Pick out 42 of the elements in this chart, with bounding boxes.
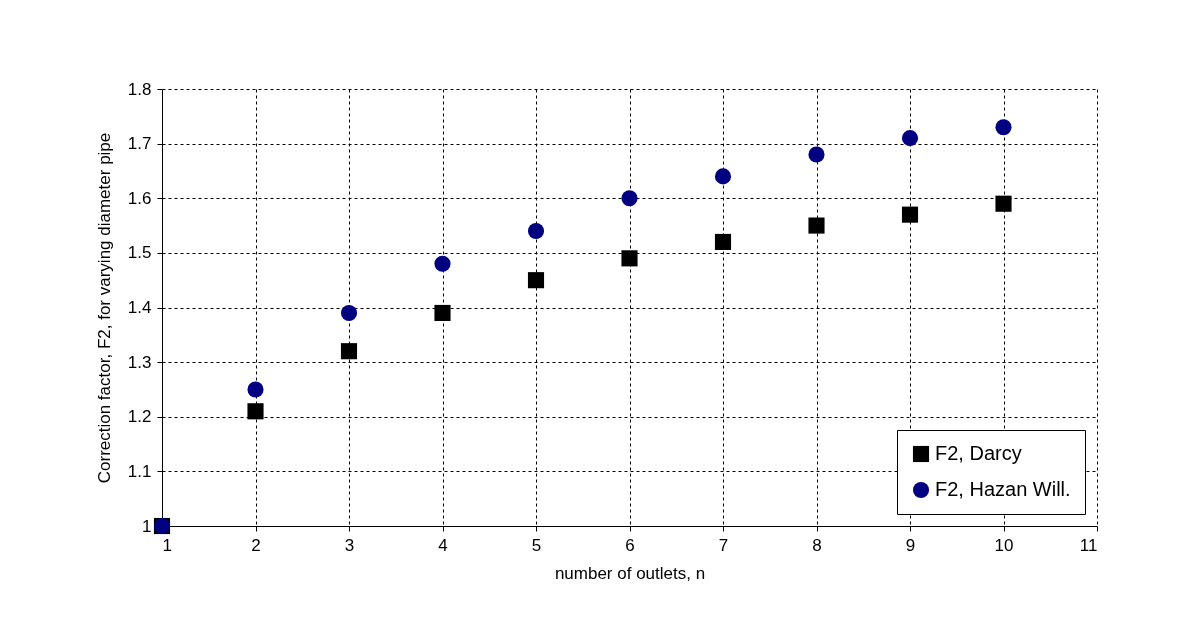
y-tick-label: 1.1 <box>127 461 152 481</box>
x-axis-title: number of outlets, n <box>554 563 706 583</box>
y-tick-label: 1.5 <box>127 243 152 263</box>
point <box>714 233 732 251</box>
x-tick-label: 6 <box>625 535 635 555</box>
point <box>527 222 545 240</box>
y-tick-label: 1.7 <box>127 134 152 154</box>
point <box>247 381 264 398</box>
y-axis-title: Correction factor, F2, for varying diameter pipe <box>94 132 114 484</box>
x-tick-label: 10 <box>994 535 1014 555</box>
point <box>340 304 358 322</box>
x-tick-label: 7 <box>718 535 729 555</box>
x-tick-label: 11 <box>1079 535 1098 555</box>
point <box>340 343 358 360</box>
y-tick-label: 1.2 <box>127 407 152 427</box>
point <box>714 168 732 185</box>
point <box>247 403 264 420</box>
legend-label: F2, Hazan Will. <box>935 478 1071 500</box>
point <box>527 272 545 289</box>
y-tick-label: 1.6 <box>127 188 152 208</box>
x-tick-label: 9 <box>905 535 916 555</box>
point <box>901 130 919 147</box>
x-tick-label: 5 <box>531 535 542 555</box>
y-tick-label: 1.4 <box>127 298 152 317</box>
x-tick-label: 4 <box>438 535 448 555</box>
legend-label: F2, Darcy <box>935 442 1022 464</box>
x-tick-label: 8 <box>812 535 822 555</box>
point <box>901 206 919 223</box>
x-tick-label: 1 <box>162 535 172 555</box>
y-tick-label: 1 <box>142 516 152 536</box>
y-tick-label: 1.3 <box>127 352 152 372</box>
point <box>621 250 638 267</box>
point <box>434 255 451 272</box>
y-tick-label: 1.8 <box>127 79 152 99</box>
x-tick-label: 2 <box>251 535 261 555</box>
point <box>995 119 1012 136</box>
point <box>808 146 825 163</box>
point <box>434 304 451 322</box>
x-tick-label: 3 <box>344 535 355 555</box>
point <box>621 190 638 207</box>
point <box>995 195 1012 212</box>
point <box>808 217 825 234</box>
